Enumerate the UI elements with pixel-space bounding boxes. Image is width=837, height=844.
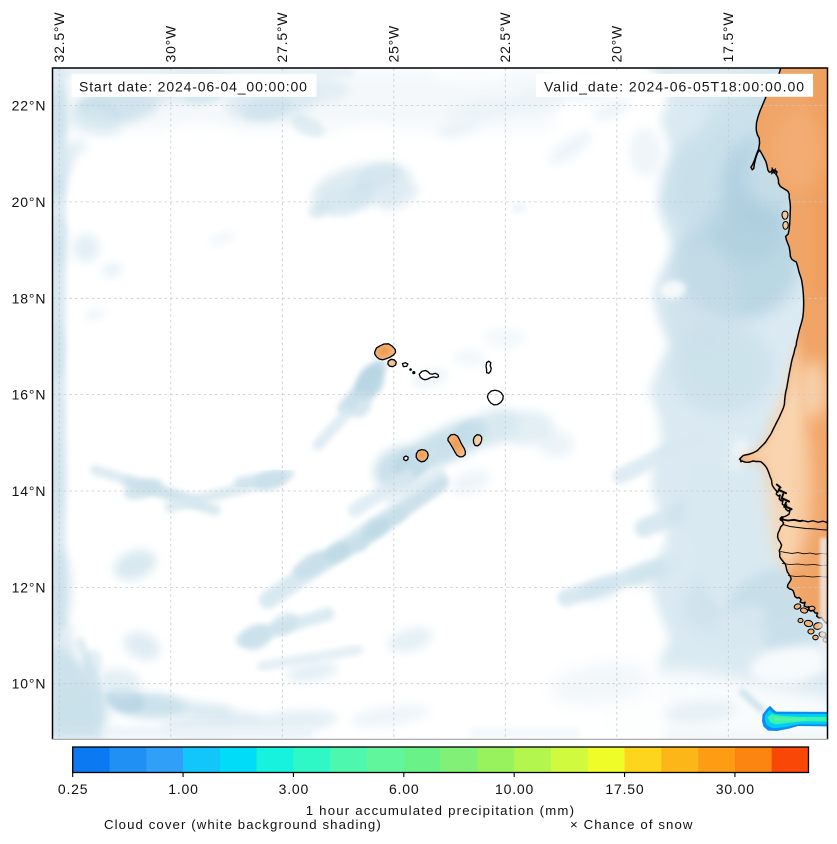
svg-text:22°N: 22°N [12,98,47,114]
svg-text:0.25: 0.25 [58,781,88,797]
svg-text:Valid_date: 2024-06-05T18:00:0: Valid_date: 2024-06-05T18:00:00.00 [544,79,805,95]
svg-text:25°W: 25°W [386,25,402,63]
svg-text:30°W: 30°W [163,25,179,63]
svg-text:20°W: 20°W [609,25,625,63]
svg-text:17.50: 17.50 [605,781,644,797]
svg-text:30.00: 30.00 [716,781,755,797]
svg-text:27.5°W: 27.5°W [274,12,290,63]
svg-text:1.00: 1.00 [168,781,198,797]
svg-text:16°N: 16°N [12,387,47,403]
svg-text:32.5°W: 32.5°W [51,12,67,63]
svg-text:Start date: 2024-06-04_00:00:0: Start date: 2024-06-04_00:00:00 [79,79,308,95]
svg-text:3.00: 3.00 [279,781,309,797]
svg-text:20°N: 20°N [12,194,47,210]
svg-text:17.5°W: 17.5°W [720,12,736,63]
svg-text:6.00: 6.00 [389,781,419,797]
svg-text:× Chance of snow: × Chance of snow [570,817,694,832]
svg-text:10.00: 10.00 [495,781,534,797]
svg-text:18°N: 18°N [12,290,47,306]
svg-text:10°N: 10°N [12,676,47,692]
svg-text:Cloud cover (white background: Cloud cover (white background shading) [104,817,382,832]
svg-text:22.5°W: 22.5°W [497,12,513,63]
svg-text:14°N: 14°N [12,483,47,499]
svg-text:1 hour accumulated precipitati: 1 hour accumulated precipitation (mm) [306,803,575,818]
svg-text:12°N: 12°N [12,579,47,595]
